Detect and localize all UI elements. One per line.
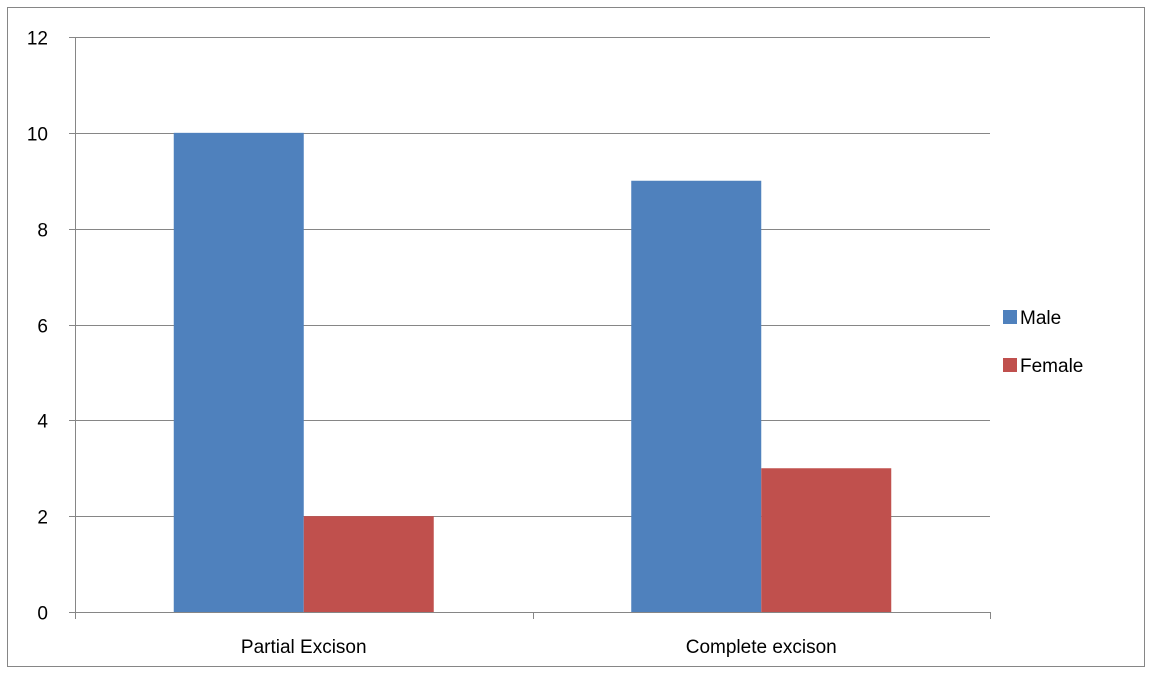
y-tick-label: 6 (37, 317, 48, 338)
y-tick-labels: 0 2 4 6 8 10 12 (27, 29, 49, 625)
x-tick-label: Complete excison (686, 637, 837, 658)
axes (69, 37, 991, 619)
y-tick-label: 10 (27, 125, 48, 146)
y-tick-label: 4 (37, 412, 48, 433)
bar-male-2 (631, 180, 762, 612)
y-tick-label: 8 (37, 221, 48, 242)
legend-label-male: Male (1020, 308, 1061, 329)
bar-female-2 (761, 468, 892, 612)
legend-swatch-female (1003, 358, 1017, 372)
bar-female-1 (303, 516, 434, 612)
y-tick-label: 0 (37, 604, 48, 625)
x-tick-label: Partial Excison (241, 637, 367, 658)
x-tick-labels: Partial Excison Complete excison (241, 637, 837, 658)
y-tick-label: 2 (37, 508, 48, 529)
bar-male-1 (173, 132, 304, 613)
bars (173, 132, 892, 613)
legend: Male Female (1003, 308, 1083, 377)
y-tick-label: 12 (27, 29, 48, 50)
legend-swatch-male (1003, 310, 1017, 324)
legend-label-female: Female (1020, 356, 1083, 377)
chart-border (7, 7, 1145, 667)
